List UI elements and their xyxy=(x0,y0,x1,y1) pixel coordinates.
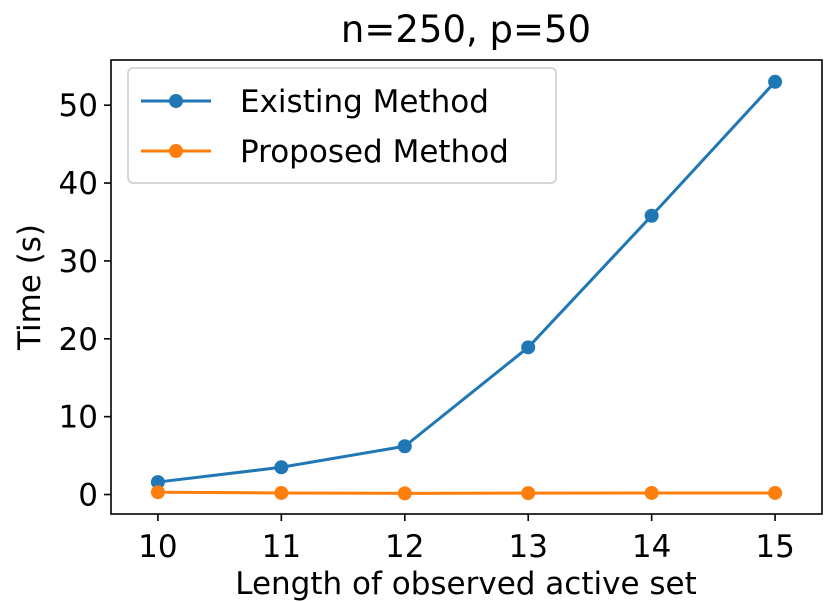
series-line-existing-method xyxy=(157,80,777,484)
data-point-proposed-method xyxy=(150,485,165,500)
y-tick-label: 30 xyxy=(59,244,98,280)
plot-area xyxy=(150,74,783,501)
x-tick-label: 11 xyxy=(262,529,301,565)
data-point-existing-method xyxy=(644,208,659,223)
x-tick-label: 10 xyxy=(138,529,177,565)
data-point-existing-method xyxy=(521,340,536,355)
data-point-existing-method xyxy=(274,460,289,475)
legend-box xyxy=(127,67,557,184)
axes-frame xyxy=(110,59,823,515)
y-tick-label: 20 xyxy=(59,322,98,358)
x-tick-label: 12 xyxy=(385,529,424,565)
legend-marker-existing-method xyxy=(169,94,183,108)
data-point-proposed-method xyxy=(397,486,412,501)
y-axis: 0 10 20 30 40 50 xyxy=(59,88,111,514)
data-point-proposed-method xyxy=(644,485,659,500)
y-tick-label: 10 xyxy=(59,400,98,436)
y-tick-label: 0 xyxy=(78,478,98,514)
y-axis-label: Time (s) xyxy=(12,224,48,351)
x-tick-label: 15 xyxy=(755,529,794,565)
data-point-proposed-method xyxy=(768,485,783,500)
data-point-existing-method xyxy=(768,74,783,89)
data-point-existing-method xyxy=(150,475,165,490)
x-axis-label: Length of observed active set xyxy=(235,566,697,602)
data-point-proposed-method xyxy=(274,485,289,500)
x-axis: 10 11 12 13 14 15 xyxy=(138,514,795,565)
y-tick-label: 50 xyxy=(59,88,98,124)
chart-title: n=250, p=50 xyxy=(341,8,591,51)
y-tick-label: 40 xyxy=(59,166,98,202)
x-tick-label: 14 xyxy=(632,529,671,565)
data-point-existing-method xyxy=(397,439,412,454)
data-point-proposed-method xyxy=(521,486,536,501)
legend-marker-proposed-method xyxy=(169,144,183,158)
x-tick-label: 13 xyxy=(508,529,547,565)
series-line-proposed-method xyxy=(157,490,776,495)
legend: Existing Method Proposed Method xyxy=(127,67,557,184)
legend-label-proposed-method: Proposed Method xyxy=(240,134,509,170)
legend-label-existing-method: Existing Method xyxy=(240,84,489,120)
